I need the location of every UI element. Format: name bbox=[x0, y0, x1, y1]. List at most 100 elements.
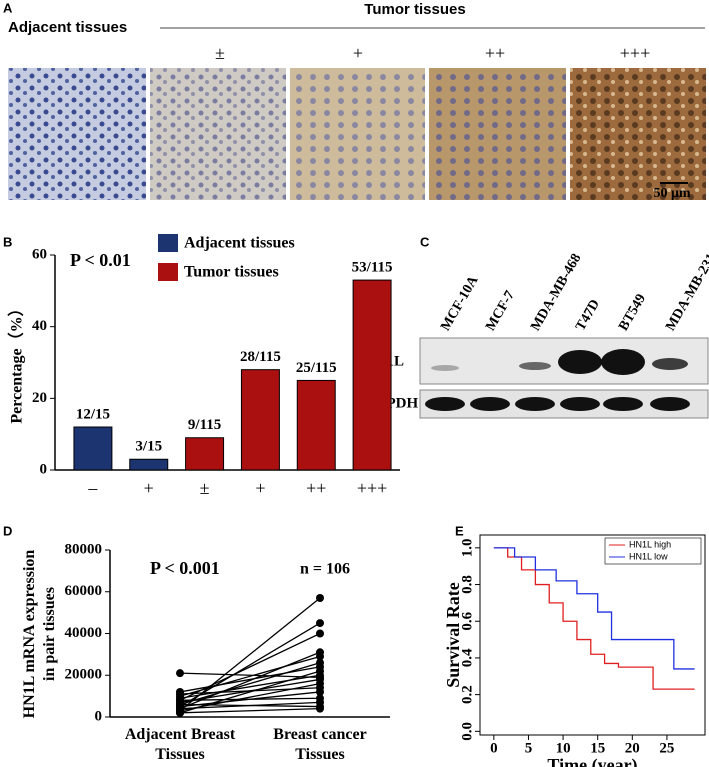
legend-label: Adjacent tissues bbox=[184, 235, 295, 252]
bar-label: 3/15 bbox=[135, 439, 162, 455]
grade: ± bbox=[215, 43, 225, 63]
bar bbox=[240, 369, 280, 471]
x-tick-label: 0 bbox=[490, 740, 498, 756]
micrograph bbox=[150, 68, 286, 200]
y-tick-label: 0.2 bbox=[459, 685, 475, 704]
x-tick-label: 15 bbox=[590, 740, 605, 756]
legend-label: HN1L high bbox=[629, 539, 671, 549]
y-tick-label: 0 bbox=[40, 461, 48, 477]
line bbox=[179, 687, 321, 695]
bar bbox=[129, 458, 169, 471]
point bbox=[176, 700, 184, 709]
annotation: n = 106 bbox=[300, 561, 350, 578]
point bbox=[316, 619, 324, 628]
y-tick-label: 0.0 bbox=[459, 722, 475, 741]
y-tick-label: 40000 bbox=[65, 625, 103, 641]
scale-text: 50 μm bbox=[653, 186, 690, 201]
line bbox=[179, 703, 321, 708]
grade: +++ bbox=[620, 43, 650, 63]
line bbox=[179, 674, 321, 699]
y-tick-label: 80000 bbox=[65, 541, 103, 557]
line bbox=[179, 708, 321, 714]
x-tick-label: + bbox=[255, 478, 265, 498]
x-tick-label: ± bbox=[200, 478, 210, 498]
panel-label: A bbox=[3, 0, 13, 15]
x-tick-label: Breast cancer Tissues bbox=[273, 726, 367, 763]
y-tick-label: 0 bbox=[95, 708, 103, 724]
point bbox=[316, 629, 324, 638]
line bbox=[179, 655, 321, 697]
line bbox=[179, 662, 321, 706]
lane-label: T47D bbox=[573, 297, 603, 333]
x-tick-label: 25 bbox=[659, 740, 674, 756]
micrograph bbox=[290, 68, 425, 200]
y-tick-label: 0.6 bbox=[459, 611, 475, 630]
line bbox=[493, 547, 695, 690]
x-axis-label: Time (year) bbox=[547, 755, 637, 767]
panel-label: E bbox=[455, 523, 464, 538]
point bbox=[316, 687, 324, 696]
x-tick-label: 10 bbox=[556, 740, 571, 756]
legend-swatch bbox=[158, 234, 178, 252]
grade: ++ bbox=[485, 43, 505, 63]
bands bbox=[425, 349, 690, 411]
y-tick-label: 0.8 bbox=[459, 575, 475, 594]
plot-frame bbox=[479, 534, 706, 736]
y-axis-label: HN1L mRNA expression in pair tissues bbox=[21, 549, 58, 719]
annotation: P < 0.001 bbox=[150, 558, 220, 578]
line bbox=[179, 666, 321, 693]
bar bbox=[296, 379, 336, 471]
micrograph bbox=[429, 68, 566, 200]
point bbox=[176, 690, 184, 699]
point bbox=[316, 652, 324, 661]
y-tick-label: 1.0 bbox=[459, 538, 475, 557]
point bbox=[316, 594, 324, 603]
y-axis-label: Percentage（%） bbox=[8, 300, 26, 423]
y-tick-label: 20000 bbox=[65, 667, 103, 683]
y-axis-label: Survival Rate bbox=[443, 582, 463, 688]
bar bbox=[73, 426, 113, 471]
y-tick-label: 20 bbox=[32, 390, 47, 406]
line bbox=[179, 672, 321, 678]
bar-label: 12/15 bbox=[76, 406, 110, 422]
panel-label: B bbox=[3, 234, 12, 249]
bar bbox=[352, 279, 392, 471]
grade: + bbox=[353, 43, 363, 63]
lane-label: MDA-MB-231 bbox=[663, 251, 709, 333]
x-tick-label: 20 bbox=[625, 740, 640, 756]
group-title: Tumor tissues bbox=[364, 1, 465, 18]
panel-label: D bbox=[3, 523, 12, 538]
x-tick-label: + bbox=[144, 478, 154, 498]
bar-label: 9/115 bbox=[188, 417, 221, 433]
annotation: P < 0.01 bbox=[70, 250, 131, 270]
x-tick-label: 5 bbox=[525, 740, 533, 756]
line bbox=[179, 697, 321, 701]
micrograph bbox=[8, 68, 146, 200]
adjacent-title: Adjacent tissues bbox=[8, 19, 127, 36]
line bbox=[179, 682, 321, 712]
micrograph bbox=[570, 68, 706, 200]
line bbox=[179, 651, 321, 710]
bar-label: 53/115 bbox=[352, 260, 393, 276]
line bbox=[493, 547, 695, 670]
point bbox=[176, 708, 184, 717]
x-tick-label: – bbox=[87, 478, 98, 498]
x-tick-label: ++ bbox=[306, 478, 326, 498]
panel-label: C bbox=[420, 234, 430, 249]
y-tick-label: 0.4 bbox=[459, 648, 475, 667]
bar bbox=[185, 437, 225, 471]
lane-label: BT549 bbox=[616, 292, 649, 334]
bar-label: 25/115 bbox=[296, 360, 337, 376]
y-tick-label: 40 bbox=[32, 318, 47, 334]
x-tick-label: +++ bbox=[357, 478, 387, 498]
x-tick-label: Adjacent Breast Tissues bbox=[124, 726, 236, 763]
legend-frame bbox=[604, 537, 702, 565]
point bbox=[176, 669, 184, 678]
bar-label: 28/115 bbox=[240, 349, 281, 365]
lane-label: MCF-10A bbox=[438, 273, 482, 334]
y-tick-label: 60 bbox=[32, 246, 47, 262]
lane-label: MCF-7 bbox=[483, 288, 518, 333]
y-tick-label: 60000 bbox=[65, 583, 103, 599]
